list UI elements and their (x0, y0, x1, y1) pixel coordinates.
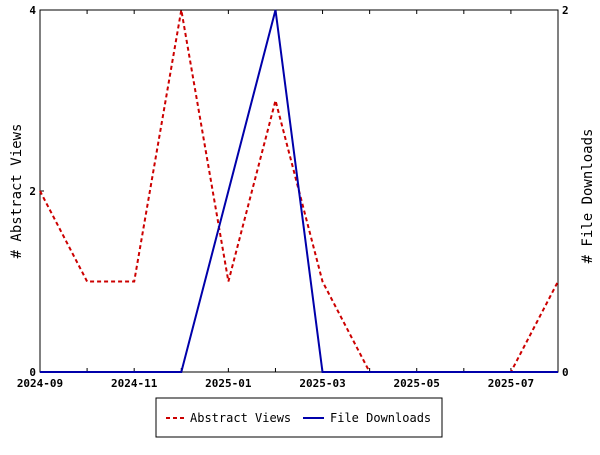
series-layer (39, 9, 559, 373)
x-tick-label: 2025-07 (488, 377, 534, 390)
y-right-tick-label: 0 (562, 366, 569, 379)
legend-box (155, 397, 443, 438)
x-tick-label: 2025-01 (205, 377, 252, 390)
tick-labels: 2024-09 2024-11 2025-01 2025-03 2025-05 2025-… (17, 4, 569, 390)
x-tick-label: 2024-09 (17, 377, 63, 390)
y-left-tick-label: 4 (29, 4, 36, 17)
legend-label-file-downloads: File Downloads (330, 411, 431, 425)
x-tick-label: 2024-11 (111, 377, 158, 390)
legend: Abstract Views File Downloads (155, 397, 443, 438)
x-tick-label: 2025-05 (394, 377, 440, 390)
x-tick-label: 2025-03 (299, 377, 345, 390)
series-line-file-downloads (40, 9, 558, 373)
y-right-tick-label: 2 (562, 4, 569, 17)
y-right-axis-title: # File Downloads (580, 129, 596, 264)
y-left-tick-label: 0 (29, 366, 36, 379)
legend-label-abstract-views: Abstract Views (190, 411, 291, 425)
y-left-axis-title: # Abstract Views (9, 124, 25, 259)
y-left-tick-label: 2 (29, 185, 36, 198)
